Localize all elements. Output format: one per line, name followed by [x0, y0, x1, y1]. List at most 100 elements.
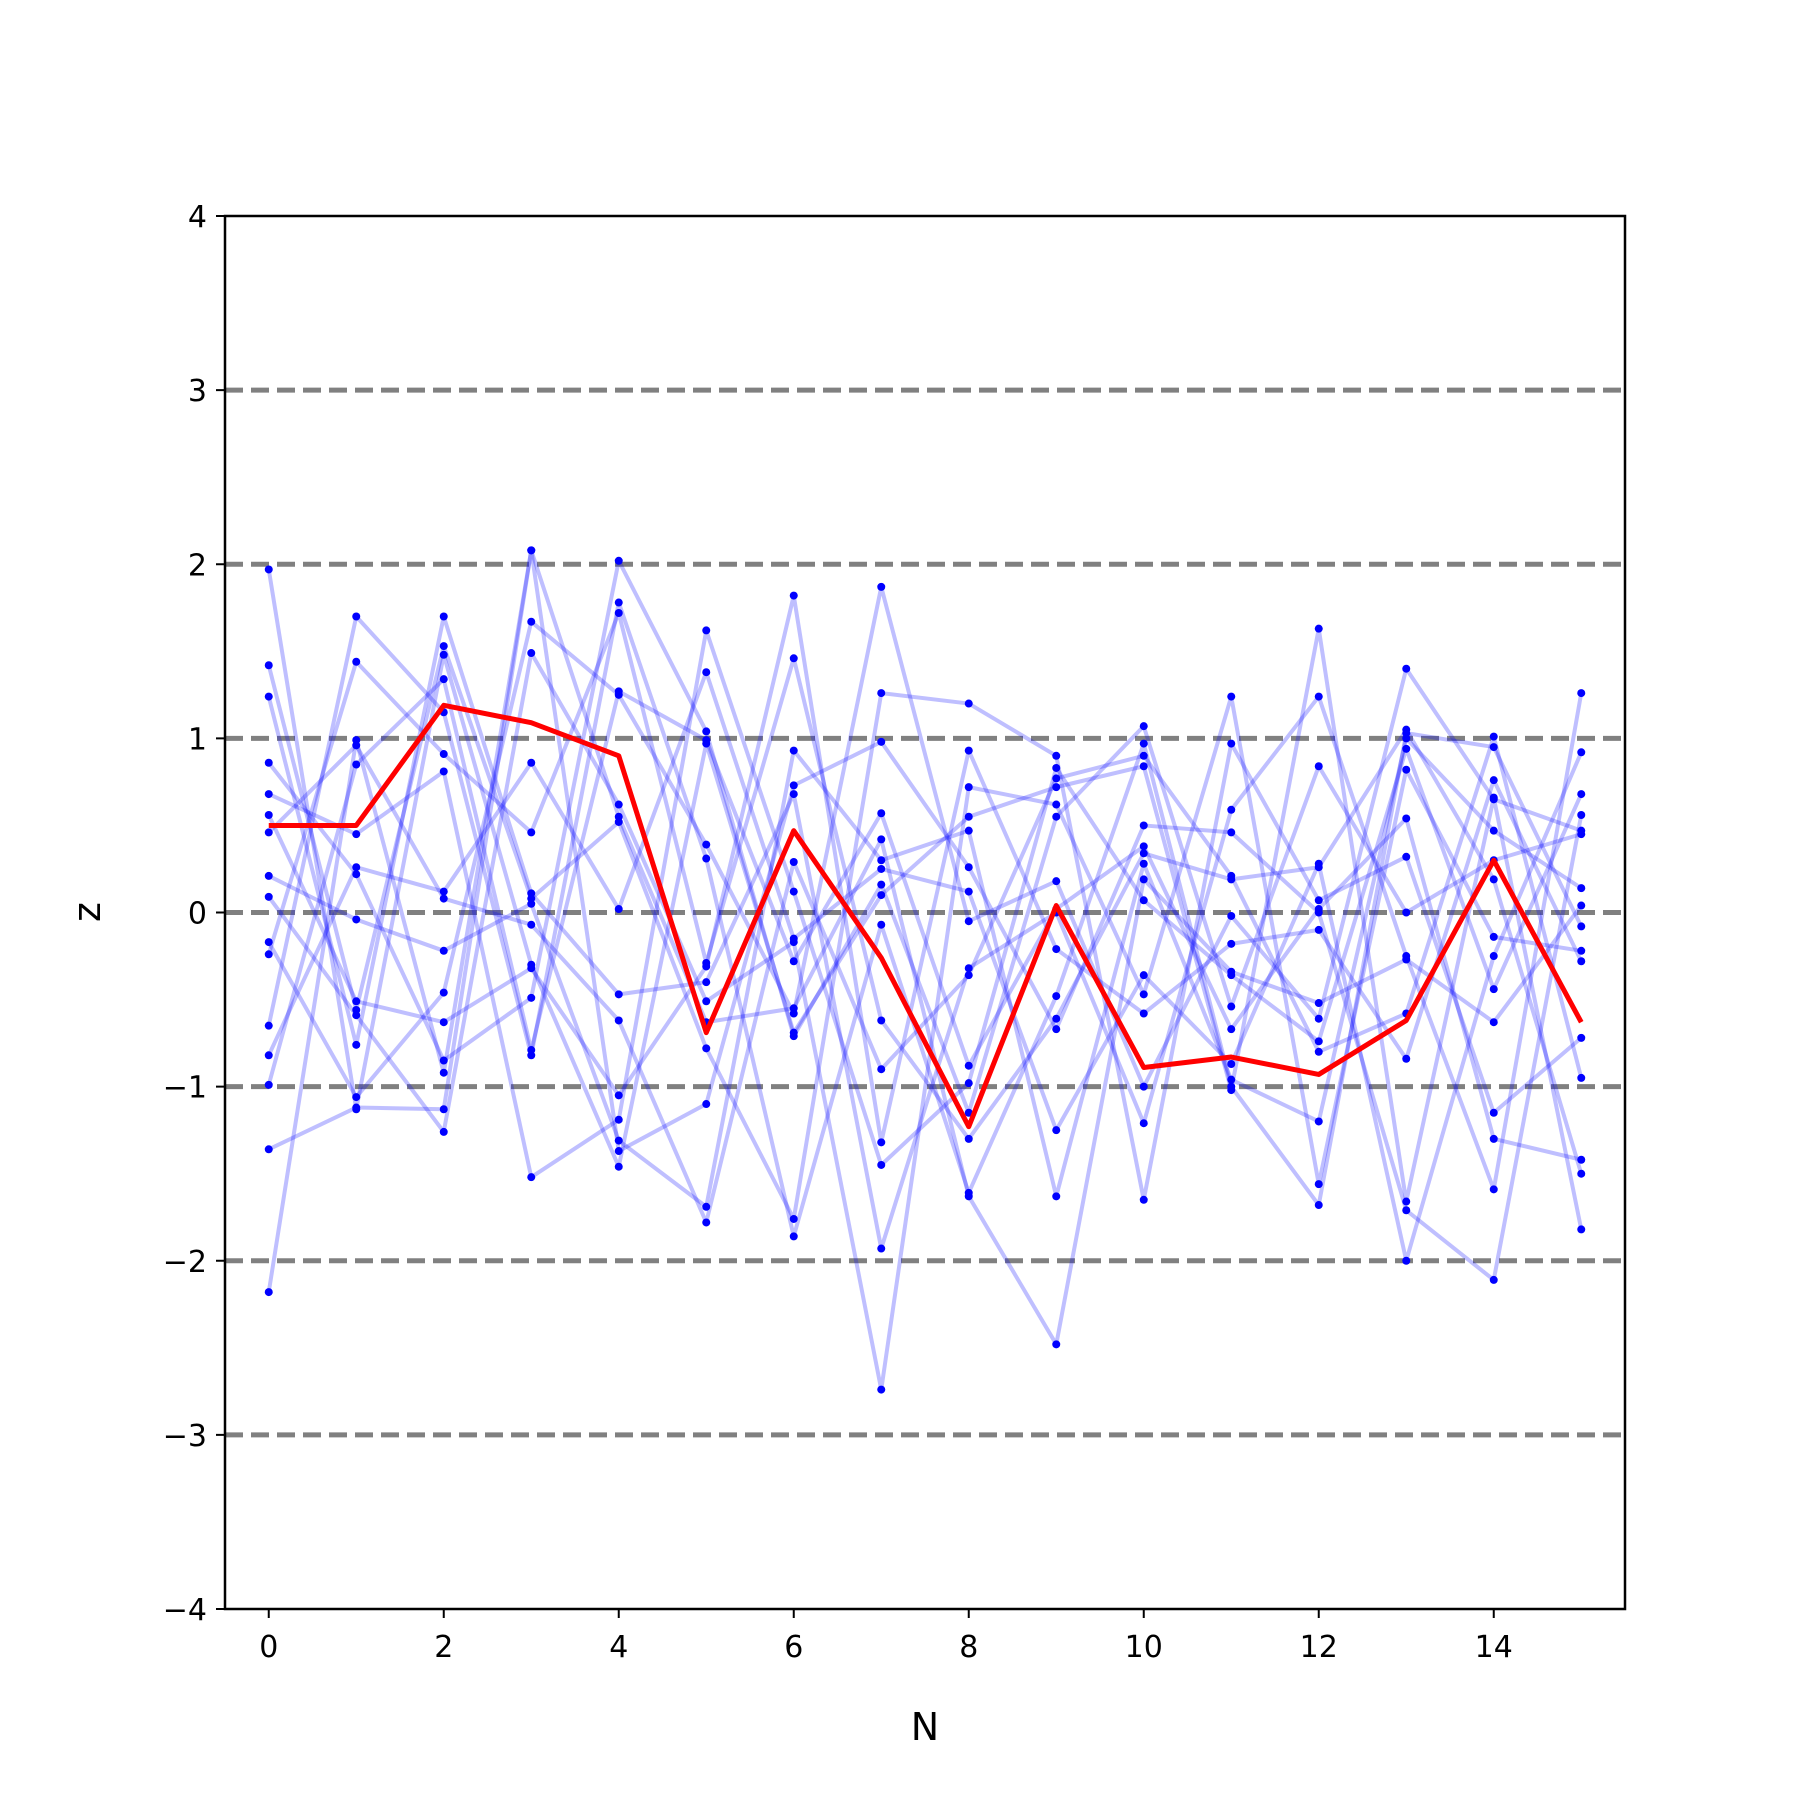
- data-point: [1577, 884, 1586, 893]
- data-point: [1489, 875, 1498, 884]
- data-point: [702, 626, 711, 635]
- data-point: [1227, 1082, 1236, 1091]
- data-point: [789, 957, 798, 966]
- data-point: [614, 609, 623, 618]
- data-point: [1489, 826, 1498, 835]
- data-point: [1139, 751, 1148, 760]
- data-point: [1577, 1155, 1586, 1164]
- data-point: [264, 758, 273, 767]
- data-point: [1052, 763, 1061, 772]
- data-point: [1139, 859, 1148, 868]
- data-point: [964, 887, 973, 896]
- data-point: [352, 863, 361, 872]
- background-series-line: [267, 736, 1583, 1209]
- data-point: [702, 1100, 711, 1109]
- data-point: [1052, 1025, 1061, 1034]
- background-series-line: [266, 614, 1584, 1251]
- data-point: [527, 964, 536, 973]
- data-point: [1489, 985, 1498, 994]
- x-axis: 0 2 4 6 8 10 12 14: [259, 1609, 1513, 1665]
- data-point: [877, 1016, 886, 1025]
- background-series-line: [267, 651, 1582, 1392]
- y-axis-label: z: [65, 902, 109, 922]
- data-point: [1314, 1037, 1323, 1046]
- x-tick-label: 8: [959, 1630, 978, 1665]
- data-point: [614, 990, 623, 999]
- data-point: [877, 1160, 886, 1169]
- data-point: [1402, 664, 1411, 673]
- data-point: [964, 746, 973, 755]
- data-point: [614, 1091, 623, 1100]
- data-point: [702, 840, 711, 849]
- data-point: [1314, 1201, 1323, 1210]
- data-point: [964, 812, 973, 821]
- data-point: [1314, 925, 1323, 934]
- data-point: [877, 891, 886, 900]
- data-point: [1402, 955, 1411, 964]
- data-point: [1139, 1082, 1148, 1091]
- data-point: [1227, 971, 1236, 980]
- data-point: [439, 894, 448, 903]
- data-point: [1314, 692, 1323, 701]
- data-point: [702, 1044, 711, 1053]
- data-point: [1402, 725, 1411, 734]
- background-series-line: [267, 584, 1582, 1100]
- background-series-line: [266, 611, 1584, 1175]
- data-point: [614, 1162, 623, 1171]
- data-point: [1139, 842, 1148, 851]
- data-point: [527, 993, 536, 1002]
- data-point: [1139, 722, 1148, 731]
- data-point: [789, 790, 798, 799]
- data-point: [614, 812, 623, 821]
- data-point: [1052, 945, 1061, 954]
- data-point: [789, 654, 798, 663]
- data-point: [1577, 810, 1586, 819]
- data-point: [877, 864, 886, 873]
- data-point: [1577, 790, 1586, 799]
- data-point: [1577, 748, 1586, 757]
- data-point: [614, 687, 623, 696]
- data-point: [1314, 999, 1323, 1008]
- data-point: [1227, 875, 1236, 884]
- highlight-series-line: [268, 702, 1584, 1130]
- y-axis: −4 −3 −2 −1 0 1 2 3 4: [163, 200, 225, 1628]
- data-point: [964, 1079, 973, 1088]
- data-point: [614, 556, 623, 565]
- data-point: [439, 1127, 448, 1136]
- data-point: [527, 1173, 536, 1182]
- data-point: [1139, 739, 1148, 748]
- data-point: [439, 887, 448, 896]
- data-point: [702, 997, 711, 1006]
- data-point: [1052, 783, 1061, 792]
- data-point: [439, 946, 448, 955]
- data-point: [1402, 1256, 1411, 1265]
- data-point: [352, 612, 361, 621]
- data-point: [1139, 1119, 1148, 1128]
- data-point: [352, 1040, 361, 1049]
- data-point: [1052, 774, 1061, 783]
- data-point: [439, 642, 448, 651]
- data-point: [1314, 1014, 1323, 1023]
- data-point: [1402, 908, 1411, 917]
- data-point: [1577, 957, 1586, 966]
- background-series-group: [264, 546, 1586, 1394]
- data-point: [527, 617, 536, 626]
- data-point: [1314, 859, 1323, 868]
- data-point: [789, 1032, 798, 1041]
- background-series-line: [266, 644, 1583, 1221]
- data-point: [1402, 814, 1411, 823]
- data-point: [439, 750, 448, 759]
- data-point: [439, 988, 448, 997]
- y-tick-label: −4: [163, 1593, 207, 1628]
- data-point: [877, 1385, 886, 1394]
- data-point: [1052, 1014, 1061, 1023]
- data-point: [964, 1134, 973, 1143]
- data-point: [614, 800, 623, 809]
- data-point: [1402, 765, 1411, 774]
- data-point: [1402, 1206, 1411, 1215]
- data-point: [1052, 751, 1061, 760]
- data-point: [877, 689, 886, 698]
- data-point: [527, 758, 536, 767]
- data-point: [702, 978, 711, 987]
